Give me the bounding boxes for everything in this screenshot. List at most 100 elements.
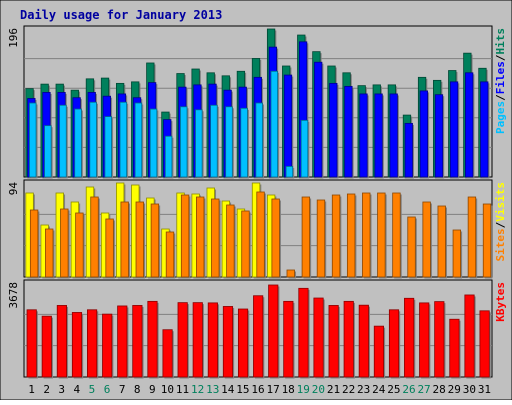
- bar-sites-day-15: [241, 210, 251, 279]
- bar-pages-day-11-fill: [180, 106, 188, 178]
- bar-files-day-28-fill: [434, 94, 444, 178]
- x-tick-label-day-27: 27: [417, 383, 430, 396]
- bar-sites-day-18-fill: [286, 269, 295, 278]
- x-tick-label-day-24: 24: [372, 383, 386, 396]
- bar-files-day-21-fill: [329, 82, 338, 178]
- bar-kbytes-day-3-fill: [56, 305, 67, 378]
- bar-sites-day-17: [271, 198, 281, 279]
- bar-sites-day-27-fill: [422, 201, 431, 278]
- x-tick-label-day-6: 6: [104, 383, 111, 396]
- bar-pages-day-8-fill: [134, 102, 143, 178]
- bar-kbytes-day-12: [192, 302, 204, 379]
- x-tick-label-day-5: 5: [89, 383, 96, 396]
- bar-files-day-30: [465, 72, 475, 179]
- bar-pages-day-17-fill: [270, 70, 279, 178]
- bar-sites-day-1: [29, 209, 40, 279]
- bar-files-day-18-fill: [283, 74, 293, 178]
- bar-sites-day-11: [180, 194, 191, 279]
- bar-sites-day-13: [211, 198, 221, 279]
- bar-files-day-26-fill: [404, 122, 413, 178]
- bar-sites-day-14: [226, 204, 236, 279]
- bar-pages-day-4-fill: [74, 108, 82, 178]
- bar-kbytes-day-29-fill: [449, 318, 460, 378]
- bar-pages-day-13: [210, 104, 219, 179]
- bar-kbytes-day-20-fill: [313, 297, 324, 378]
- bar-pages-day-8: [134, 102, 144, 179]
- bar-kbytes-day-26-fill: [404, 297, 415, 378]
- bar-sites-day-22: [346, 193, 357, 279]
- bar-kbytes-day-25: [388, 309, 401, 379]
- legend-entry: /: [494, 94, 507, 101]
- bar-kbytes-day-30: [464, 294, 476, 379]
- bar-pages-day-12-fill: [195, 109, 203, 178]
- bar-pages-day-18-fill: [285, 166, 294, 178]
- bar-sites-day-3-fill: [60, 208, 69, 278]
- bar-pages-day-16: [255, 102, 265, 179]
- bar-pages-day-2-fill: [44, 125, 52, 178]
- bar-files-day-24-fill: [374, 93, 383, 178]
- bar-sites-day-24-fill: [377, 192, 386, 278]
- bar-kbytes-day-5: [87, 309, 99, 379]
- bar-sites-day-6: [105, 218, 115, 279]
- bar-kbytes-day-15: [237, 308, 250, 379]
- legend-entry: Sites: [494, 228, 507, 261]
- bar-files-day-29: [449, 81, 460, 179]
- bar-sites-day-27: [422, 201, 432, 279]
- bar-kbytes-day-29: [449, 318, 461, 379]
- bar-kbytes-day-11-fill: [177, 302, 188, 378]
- x-tick-label-day-31: 31: [478, 383, 491, 396]
- x-tick-label-day-13: 13: [206, 383, 219, 396]
- bar-files-day-31: [480, 81, 490, 179]
- bar-pages-day-19-fill: [300, 119, 309, 178]
- bar-kbytes-day-18-fill: [283, 300, 294, 378]
- bar-files-day-25-fill: [389, 93, 398, 178]
- bar-sites-day-19: [301, 196, 312, 279]
- bar-kbytes-day-11: [177, 302, 189, 379]
- bar-files-day-22: [344, 85, 354, 179]
- bar-sites-day-25-fill: [392, 192, 401, 278]
- bar-sites-day-2: [45, 228, 55, 279]
- bar-sites-day-31-fill: [482, 203, 492, 278]
- legend-entry: /: [494, 54, 507, 61]
- bar-kbytes-day-24-fill: [373, 325, 385, 378]
- bar-sites-day-31: [482, 203, 493, 279]
- x-tick-label-day-10: 10: [161, 383, 174, 396]
- bar-kbytes-day-18: [283, 300, 295, 379]
- bar-pages-day-11: [180, 106, 189, 179]
- bar-files-day-22-fill: [344, 85, 353, 178]
- bar-kbytes-day-21-fill: [328, 305, 339, 378]
- bar-files-day-30-fill: [465, 72, 474, 178]
- bar-sites-day-8: [135, 201, 146, 279]
- bar-kbytes-day-1: [26, 309, 38, 379]
- bar-files-day-23-fill: [359, 93, 368, 178]
- bar-sites-day-16: [256, 191, 266, 279]
- bar-sites-day-20: [316, 199, 327, 279]
- bar-sites-day-6-fill: [105, 218, 114, 278]
- x-tick-label-day-22: 22: [342, 383, 355, 396]
- legend-kbytes: KBytes: [494, 282, 507, 322]
- bar-kbytes-day-10-fill: [162, 329, 173, 378]
- bar-sites-day-9-fill: [150, 203, 160, 278]
- bar-pages-day-2: [44, 125, 53, 179]
- bar-sites-day-22-fill: [346, 193, 356, 278]
- bar-sites-day-3: [60, 208, 70, 279]
- bar-kbytes-day-9-fill: [147, 300, 158, 378]
- bar-kbytes-day-4: [71, 312, 84, 379]
- bar-sites-day-30-fill: [467, 196, 477, 278]
- bar-pages-day-10-fill: [164, 135, 173, 178]
- bar-kbytes-day-5-fill: [87, 309, 98, 378]
- bar-sites-day-21: [331, 194, 342, 279]
- bar-kbytes-day-1-fill: [26, 309, 37, 378]
- x-tick-label-day-11: 11: [176, 383, 189, 396]
- x-tick-label-day-16: 16: [251, 383, 264, 396]
- bar-sites-day-1-fill: [29, 209, 39, 278]
- bar-pages-day-6: [104, 116, 114, 179]
- bar-kbytes-day-28-fill: [434, 301, 445, 378]
- bar-kbytes-day-22: [343, 300, 355, 379]
- x-tick-label-day-1: 1: [28, 383, 35, 396]
- bar-pages-day-1: [29, 102, 38, 179]
- bar-kbytes-day-2-fill: [41, 315, 52, 378]
- bar-sites-day-10-fill: [165, 231, 175, 278]
